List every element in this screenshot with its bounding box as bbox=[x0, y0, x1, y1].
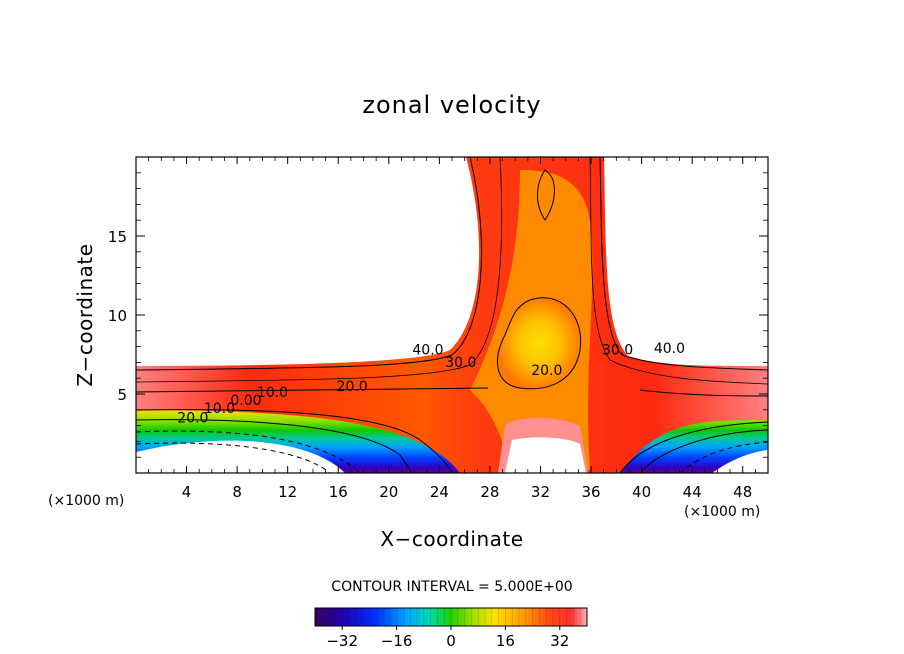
y-tick-label: 10 bbox=[108, 307, 127, 325]
x-tick-label: 44 bbox=[683, 483, 702, 501]
x-tick-label: 24 bbox=[430, 483, 449, 501]
negative-contours bbox=[136, 430, 768, 473]
x-tick-label: 12 bbox=[278, 483, 297, 501]
x-axis-label: X−coordinate bbox=[380, 527, 523, 551]
y-tick-label: 5 bbox=[117, 386, 127, 404]
contour-interval: CONTOUR INTERVAL = 5.000E+00 bbox=[331, 579, 572, 595]
x-tick-label: 40 bbox=[632, 483, 651, 501]
colorbar-stripes bbox=[314, 608, 588, 626]
y-axis-label: Z−coordinate bbox=[73, 243, 97, 386]
x-unit-left: (×1000 m) bbox=[48, 493, 124, 509]
x-tick-label: 16 bbox=[329, 483, 348, 501]
contour-field bbox=[136, 157, 768, 473]
x-tick-label: 36 bbox=[581, 483, 600, 501]
x-unit-right: (×1000 m) bbox=[684, 504, 760, 520]
colorbar-tick-label: −32 bbox=[326, 632, 358, 650]
x-tick-label: 48 bbox=[733, 483, 752, 501]
contour-lines bbox=[136, 157, 768, 473]
jet-column bbox=[136, 157, 768, 473]
colorbar-tick-label: −16 bbox=[381, 632, 413, 650]
contour-label: 10.0 bbox=[257, 385, 288, 401]
x-axis: 4 8 12 16 20 24 28 32 36 40 44 48 bbox=[148, 157, 756, 501]
colorbar-tick-label: 0 bbox=[446, 632, 456, 650]
yellow-core bbox=[497, 297, 581, 389]
x-tick-label: 8 bbox=[232, 483, 242, 501]
contour-label: 30.0 bbox=[445, 355, 476, 371]
contour-label: 0.00 bbox=[230, 393, 261, 409]
colorbar-tick-label: 32 bbox=[550, 632, 569, 650]
x-tick-label: 32 bbox=[531, 483, 550, 501]
y-axis: 5 10 15 bbox=[108, 172, 768, 458]
lower-center-blank bbox=[505, 437, 586, 473]
contour-label: 10.0 bbox=[204, 401, 235, 417]
x-tick-label: 20 bbox=[379, 483, 398, 501]
x-tick-label: 28 bbox=[480, 483, 499, 501]
contour-label: 20.0 bbox=[531, 363, 562, 379]
contour-label: 40.0 bbox=[412, 343, 443, 359]
colorbar-ticks: −32 −16 0 16 32 bbox=[326, 626, 569, 650]
contour-label: 20.0 bbox=[337, 379, 368, 395]
contour-label: 20.0 bbox=[177, 410, 208, 426]
contour-label: 40.0 bbox=[654, 341, 685, 357]
chart-title: zonal velocity bbox=[362, 91, 541, 119]
y-tick-label: 15 bbox=[108, 228, 127, 246]
colorbar-tick-label: 16 bbox=[496, 632, 515, 650]
lower-left-blank bbox=[136, 440, 345, 473]
x-tick-label: 4 bbox=[182, 483, 192, 501]
lower-right-blank bbox=[712, 450, 768, 473]
contour-label: 30.0 bbox=[602, 343, 633, 359]
